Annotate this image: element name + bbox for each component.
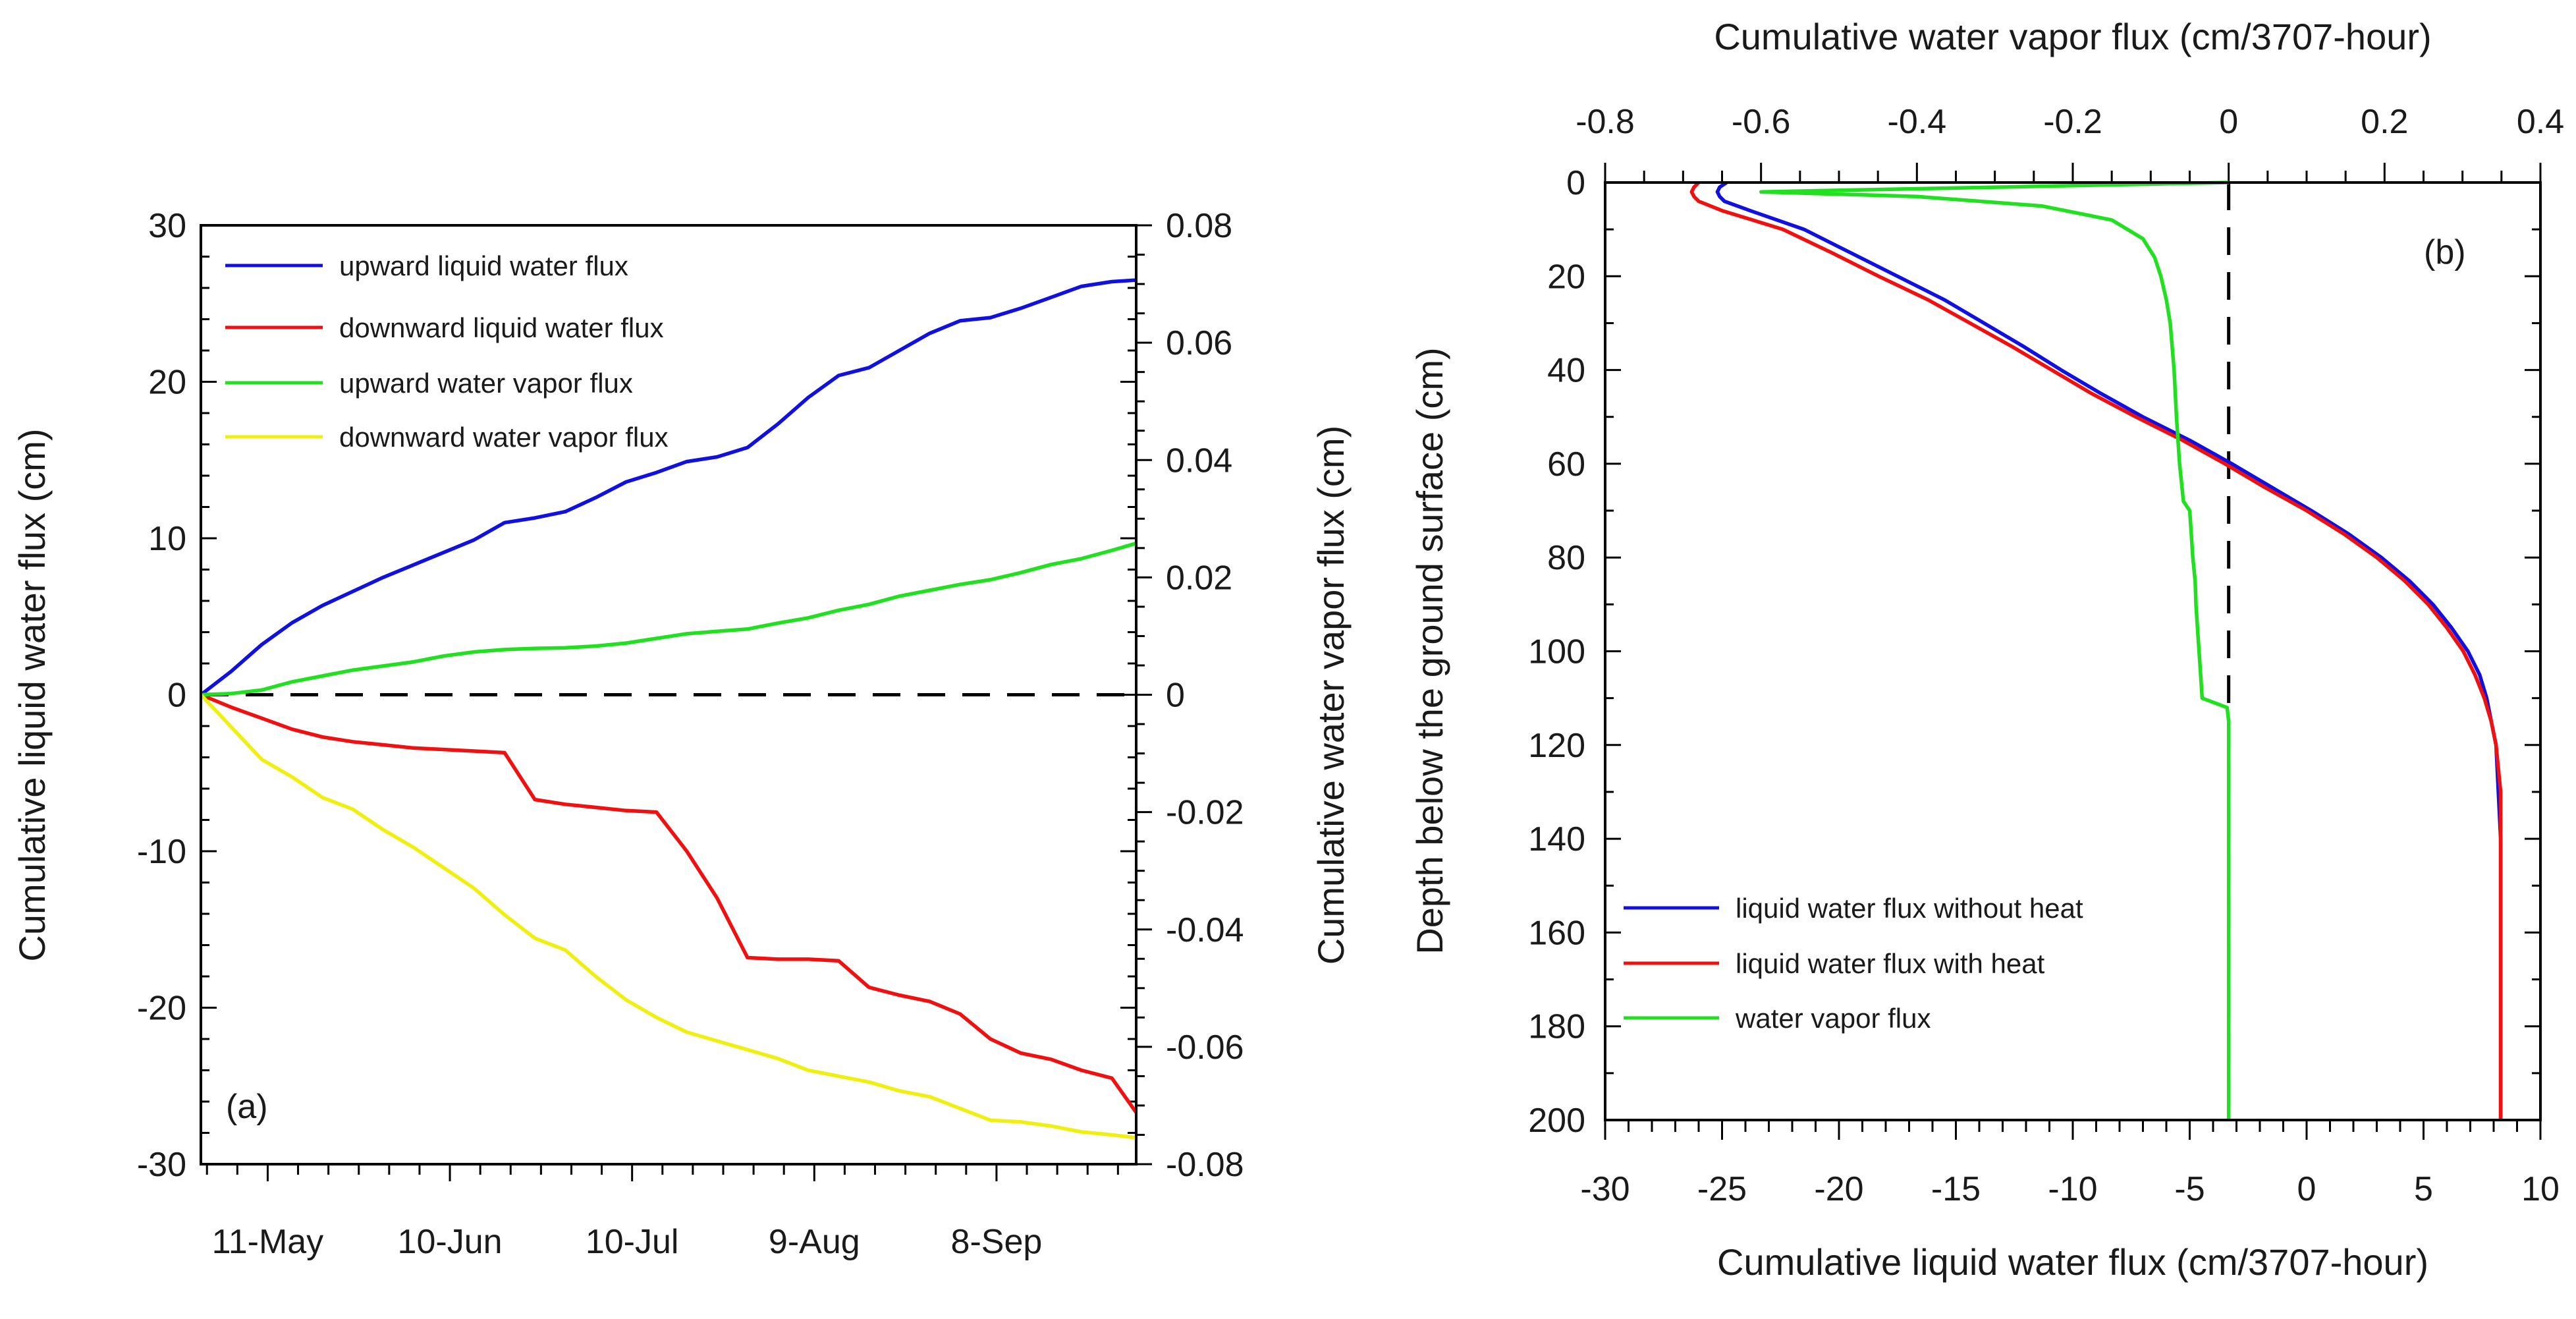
panel-b-y-tick-labels: 0 20 40 60 80 100 120 140 160 180 200 [1528, 164, 1585, 1140]
panel-a-y2-tick-label: 0.06 [1166, 324, 1232, 362]
panel-b-series-water-vapor-flux [1759, 181, 2231, 1120]
panel-b-x-tick-label: -10 [2048, 1170, 2097, 1208]
panel-a-series-downward-water-vapor-flux [199, 693, 1137, 1140]
panel-a-y-tick-label: -10 [137, 833, 186, 871]
panel-b-x-tick-label: 10 [2521, 1170, 2560, 1208]
panel-a-series-upward-liquid-water-flux [200, 278, 1137, 696]
panel-b-x-axis-title: Cumulative liquid water flux (cm/3707-ho… [1717, 1241, 2428, 1283]
panel-a-y-tick-label: 30 [148, 207, 186, 245]
legend-label-downward-liquid: downward liquid water flux [339, 312, 664, 343]
panel-a-label: (a) [226, 1088, 268, 1126]
panel-a-series-upward-water-vapor-flux [200, 542, 1137, 697]
panel-a-y-axis-title: Cumulative liquid water flux (cm) [11, 428, 53, 961]
panel-a-y2-tick-label: 0.08 [1166, 207, 1232, 245]
panel-b-x-tick-label: -25 [1697, 1170, 1747, 1208]
panel-b-y-tick-label: 200 [1528, 1102, 1585, 1140]
panel-a-x-tick-label: 10-Jul [586, 1223, 679, 1261]
panel-b-y-tick-label: 160 [1528, 914, 1585, 952]
panel-b-label: (b) [2424, 233, 2466, 271]
legend-label-upward-liquid: upward liquid water flux [339, 250, 628, 281]
panel-b-series [1689, 181, 2503, 1120]
legend-label-upward-vapor: upward water vapor flux [339, 368, 633, 399]
panel-a-x-tick-label: 10-Jun [398, 1223, 503, 1261]
panel-b-x2-tick-label: -0.8 [1576, 103, 1635, 141]
panel-b-y-axis-title: Depth below the ground surface (cm) [1409, 347, 1450, 954]
legend-label-with-heat: liquid water flux with heat [1736, 948, 2045, 979]
panel-a-y2-tick-label: -0.06 [1166, 1028, 1244, 1067]
panel-a-y2-axis-title: Cumulative water vapor flux (cm) [1310, 426, 1352, 965]
panel-a-legend: upward liquid water flux downward liquid… [225, 250, 669, 453]
panel-b-y-tick-label: 140 [1528, 820, 1585, 858]
panel-b-plot-frame [1604, 181, 2542, 1121]
panel-b-y-tick-label: 60 [1547, 445, 1585, 484]
panel-a-x-tick-label: 9-Aug [769, 1223, 860, 1261]
panel-a-y2-tick-label: -0.04 [1166, 911, 1244, 949]
panel-b-x-tick-label: 0 [2297, 1170, 2316, 1208]
panel-b-x2-tick-label: -0.6 [1732, 103, 1791, 141]
panel-b-legend: liquid water flux without heat liquid wa… [1624, 893, 2083, 1034]
panel-b-x2-tick-label: 0 [2219, 103, 2238, 141]
panel-b-y-tick-label: 40 [1547, 352, 1585, 390]
panel-b-x-tick-label: -5 [2174, 1170, 2205, 1208]
panel-a-y-tick-label: 0 [167, 677, 186, 715]
panel-b-y-tick-label: 120 [1528, 727, 1585, 765]
panel-b-x-tick-labels: -30 -25 -20 -15 -10 -5 0 5 10 [1580, 1170, 2560, 1208]
panel-b-x2-tick-label: 0.4 [2517, 103, 2564, 141]
panel-b-x2-tick-label: -0.2 [2043, 103, 2102, 141]
panel-a-y2-tick-label: 0 [1166, 677, 1185, 715]
panel-b-x2-axis-title: Cumulative water vapor flux (cm/3707-hou… [1714, 16, 2431, 57]
legend-label-without-heat: liquid water flux without heat [1736, 893, 2083, 924]
panel-a-x-tick-label: 8-Sep [951, 1223, 1043, 1261]
panel-b-y-tick-label: 100 [1528, 633, 1585, 671]
panel-a-series-downward-liquid-water-flux [200, 692, 1138, 1114]
panel-a-y2-tick-label: 0.04 [1166, 441, 1232, 480]
panel-b-x2-tick-label: 0.2 [2361, 103, 2408, 141]
panel-b-y-tick-label: 180 [1528, 1008, 1585, 1046]
panel-b-x-tick-label: -15 [1931, 1170, 1981, 1208]
panel-a-y2-tick-label: -0.08 [1166, 1146, 1244, 1184]
panel-a-series [199, 278, 1138, 1140]
legend-label-downward-vapor: downward water vapor flux [339, 422, 669, 453]
panel-a-y2-tick-label: 0.02 [1166, 559, 1232, 597]
panel-b-x2-tick-labels: -0.8 -0.6 -0.4 -0.2 0 0.2 0.4 [1576, 103, 2564, 141]
panel-b-series-liquid-water-flux-with-heat [1689, 181, 2503, 1120]
panel-a-y-tick-label: 20 [148, 364, 186, 402]
legend-label-vapor: water vapor flux [1735, 1003, 1931, 1034]
panel-b-y-tick-label: 0 [1566, 164, 1585, 202]
panel-a-ticks [201, 224, 1152, 1181]
panel-b-y-tick-label: 80 [1547, 539, 1585, 577]
panel-a-y-tick-label: -30 [137, 1146, 186, 1184]
panel-b-y-tick-label: 20 [1547, 258, 1585, 296]
panel-b-x-tick-label: 5 [2414, 1170, 2433, 1208]
panel-b-x-tick-label: -20 [1814, 1170, 1863, 1208]
panel-a-plot-frame [200, 224, 1137, 1165]
panel-a-y2-tick-labels: -0.08 -0.06 -0.04 -0.02 0 0.02 0.04 0.06 0.08 [1166, 207, 1244, 1184]
panel-a-y-tick-label: -20 [137, 990, 186, 1028]
panel-b-x-tick-label: -30 [1580, 1170, 1630, 1208]
panel-a-y-tick-label: 10 [148, 520, 186, 558]
panel-a-x-tick-labels: 11-May 10-Jun 10-Jul 9-Aug 8-Sep [212, 1223, 1043, 1261]
panel-a-y2-tick-label: -0.02 [1166, 794, 1244, 832]
panel-a: -30 -20 -10 0 10 20 30 -0.08 -0.06 -0.04 -0.02 0 0.… [11, 207, 1352, 1261]
panel-b-x2-tick-label: -0.4 [1888, 103, 1947, 141]
panel-a-x-tick-label: 11-May [212, 1223, 324, 1261]
panel-a-y-tick-labels: -30 -20 -10 0 10 20 30 [137, 207, 186, 1184]
